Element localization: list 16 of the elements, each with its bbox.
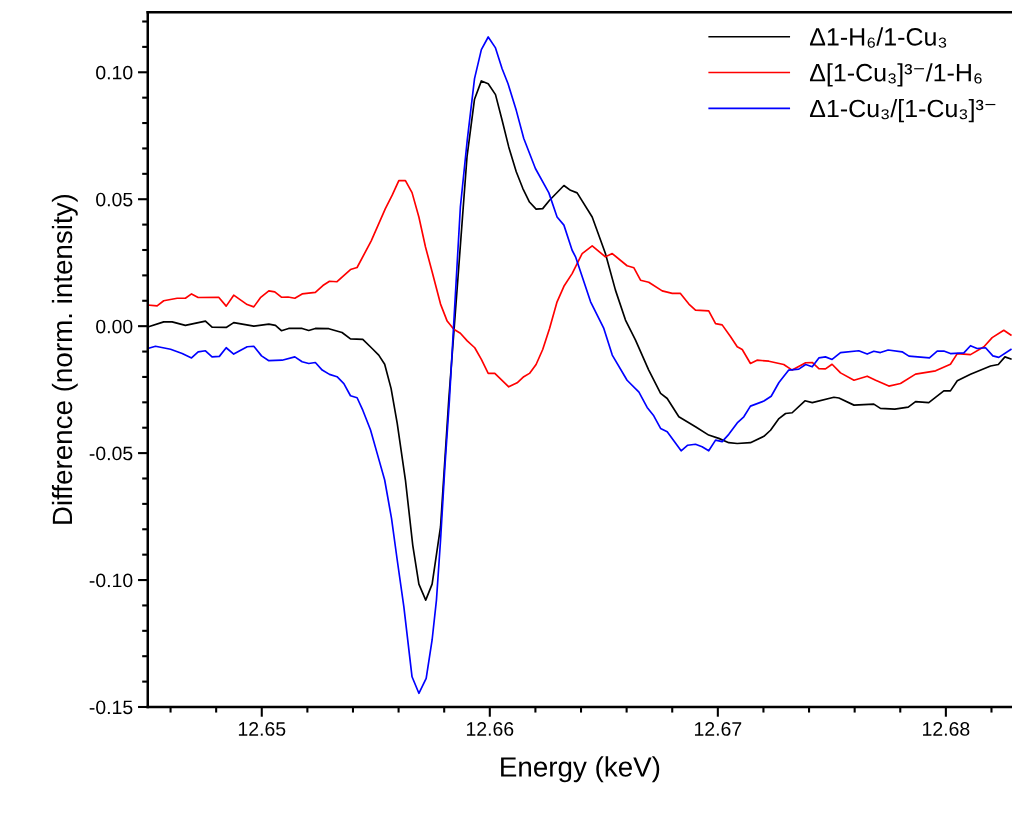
line-series [147,179,1012,388]
legend-label: Δ[1-Cu₃]³⁻/1-H₆ [809,63,982,87]
y-tick-label: 0.05 [96,192,133,207]
x-axis-title: Energy (keV) [501,756,660,783]
y-axis-title: Difference (norm. intensity) [51,194,78,524]
x-tick-label: 12.68 [923,722,970,736]
y-tick-label: 0.00 [96,319,133,334]
y-tick-label: 0.10 [96,65,133,80]
y-tick-label: -0.05 [89,446,133,461]
x-tick-label: 12.65 [238,722,286,736]
legend-label: Δ1-Cu₃/[1-Cu₃]³⁻ [809,98,996,123]
y-tick-label: -0.15 [89,700,133,715]
x-tick-label: 12.67 [694,722,742,736]
x-tick-label: 12.66 [466,722,514,736]
legend-label: Δ1-H₆/1-Cu₃ [809,27,947,48]
y-tick-label: -0.10 [89,573,133,588]
